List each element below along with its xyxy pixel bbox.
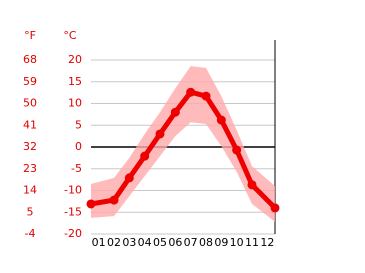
x-tick-label: 10 (230, 236, 244, 249)
mean-point (186, 87, 196, 97)
y-tick-label: 10 (68, 97, 82, 110)
x-tick-label: 04 (138, 236, 152, 249)
y2-tick-label: 5 (27, 205, 34, 218)
x-tick-label: 12 (260, 236, 274, 249)
mean-point (247, 180, 257, 190)
mean-point (232, 145, 242, 155)
range-area (91, 66, 275, 222)
mean-point (170, 107, 180, 117)
y2-tick-label: 23 (23, 162, 37, 175)
mean-point (216, 115, 226, 125)
y-tick-label: -10 (64, 184, 82, 197)
y-tick-label: -15 (64, 205, 82, 218)
y-tick-label: 0 (75, 140, 82, 153)
x-tick-label: 11 (245, 236, 259, 249)
x-tick-label: 03 (122, 236, 136, 249)
y-tick-label: 20 (68, 53, 82, 66)
y-tick-label: 15 (68, 75, 82, 88)
mean-point (86, 199, 96, 209)
x-tick-label: 05 (153, 236, 167, 249)
x-tick-label: 01 (92, 236, 106, 249)
y-unit: °C (63, 29, 77, 42)
mean-point (124, 173, 134, 183)
x-tick-label: 07 (184, 236, 198, 249)
y2-tick-label: 41 (23, 118, 37, 131)
y2-tick-label: 68 (23, 53, 37, 66)
y-tick-label: 5 (75, 118, 82, 131)
y2-tick-label: 50 (23, 97, 37, 110)
x-tick-label: 08 (199, 236, 213, 249)
mean-point (155, 129, 165, 139)
y2-tick-label: 14 (23, 184, 37, 197)
mean-point (140, 151, 150, 161)
y-tick-label: -5 (71, 162, 82, 175)
y-tick-label: -20 (64, 227, 82, 240)
mean-point (270, 203, 280, 213)
y2-tick-label: 59 (23, 75, 37, 88)
y2-tick-label: -4 (25, 227, 36, 240)
mean-point (109, 195, 119, 205)
y2-tick-label: 32 (23, 140, 37, 153)
mean-point (201, 91, 211, 101)
y2-unit: °F (24, 29, 36, 42)
x-tick-label: 02 (107, 236, 121, 249)
x-tick-label: 06 (168, 236, 182, 249)
x-tick-label: 09 (214, 236, 228, 249)
